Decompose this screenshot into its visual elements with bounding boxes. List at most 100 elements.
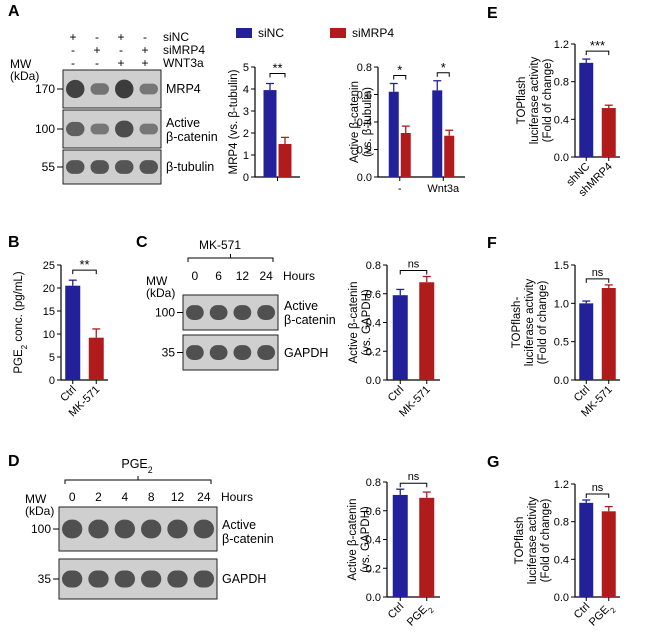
blot-band (209, 345, 228, 360)
y-tick-label: 1.2 (554, 39, 569, 51)
significance-bracket (393, 75, 407, 80)
bar (392, 494, 408, 597)
y-axis-label: PGE2 conc. (pg/mL) (13, 271, 29, 373)
treatment-bracket (64, 476, 212, 484)
treatment-sign: + (141, 56, 148, 70)
mw-marker: 35 (162, 346, 176, 360)
y-axis-label: luciferase activity (529, 56, 541, 144)
treatment-sign: - (119, 43, 123, 57)
treatment-sign: - (95, 56, 99, 70)
significance-label: ** (79, 257, 89, 272)
x-tick-label: PGE2 (587, 601, 617, 631)
significance-bracket (585, 493, 610, 499)
bar (432, 90, 443, 177)
treatment-sign: + (141, 43, 148, 57)
blot-row-label: β-catenin (284, 313, 336, 327)
lane-label: 0 (69, 490, 76, 504)
mw-title: (kDa) (146, 286, 175, 300)
y-axis-label: luciferase activity (527, 496, 539, 584)
y-tick-label: 0 (243, 172, 249, 184)
treatment-group-label: PGE2 (121, 457, 152, 475)
y-axis-label: TOPflash (516, 77, 528, 125)
y-tick-label: 0.6 (366, 289, 381, 301)
treatment-group-label: MK-571 (199, 238, 241, 252)
legend-label: siMRP4 (352, 26, 394, 40)
y-axis-label: MRP4 (vs. β-tubulin) (228, 69, 240, 174)
y-tick-label: 1.0 (554, 298, 569, 310)
y-tick-label: 0.8 (357, 62, 372, 74)
bar (392, 295, 408, 380)
blot-band (139, 83, 158, 95)
significance-bracket (436, 72, 450, 77)
blot-band (115, 79, 134, 99)
y-tick-label: 2 (243, 128, 249, 140)
mw-marker: 55 (42, 160, 56, 174)
x-tick-label: PGE2 (405, 601, 435, 631)
y-tick-label: 0.0 (554, 152, 569, 164)
blot-band (167, 570, 188, 588)
x-tick-label: Ctrl (386, 601, 407, 622)
y-tick-label: 0.8 (554, 77, 569, 89)
bar (65, 285, 81, 380)
lane-label: 6 (215, 269, 222, 283)
mw-title: (kDa) (25, 504, 54, 518)
bar (388, 91, 399, 177)
blot-row-label: β-catenin (222, 532, 274, 546)
lane-label: 24 (259, 269, 273, 283)
blot-band (66, 160, 85, 174)
lane-label: 24 (197, 490, 211, 504)
treatment-sign: + (93, 43, 100, 57)
lane-label: 2 (95, 490, 102, 504)
bar (263, 90, 277, 177)
y-axis-label: (Fold of change) (542, 58, 554, 142)
blot-band (88, 519, 109, 539)
blot-band (257, 345, 275, 360)
blot-band (139, 160, 158, 174)
significance-bracket (72, 269, 97, 275)
y-tick-label: 0.6 (366, 506, 381, 518)
legend-swatch (330, 28, 346, 38)
bar (419, 282, 435, 380)
blot-row (58, 506, 218, 552)
blot-band (209, 305, 228, 320)
y-tick-label: 0.8 (366, 477, 381, 489)
significance-bracket (585, 278, 610, 283)
y-tick-label: 0.2 (366, 346, 381, 358)
blot-band (233, 345, 252, 360)
y-tick-label: 0.4 (554, 114, 569, 126)
treatment-sign: + (117, 30, 124, 44)
y-tick-label: 20 (43, 283, 55, 295)
blot-band (115, 120, 134, 138)
bar (278, 144, 292, 177)
blot-row-label: GAPDH (284, 346, 328, 360)
bar (88, 337, 104, 380)
y-tick-label: 0.4 (357, 117, 372, 129)
significance-label: *** (590, 38, 605, 53)
bar (601, 511, 616, 597)
y-axis-label: Active β-catenin (349, 81, 361, 163)
blot-band (66, 79, 85, 99)
treatment-sign: - (71, 43, 75, 57)
lane-unit-label: Hours (283, 269, 315, 283)
treatment-label: WNT3a (163, 56, 204, 70)
mw-title: MW (10, 57, 32, 71)
mw-marker: 100 (155, 306, 175, 320)
blot-band (167, 519, 188, 539)
panel-letter-a: A (8, 3, 20, 20)
lane-label: 0 (192, 269, 199, 283)
y-axis-label: (vs. β-tubulin) (362, 87, 374, 157)
bar (400, 133, 411, 177)
blot-row-label: Active (284, 299, 318, 313)
y-tick-label: 0.5 (554, 337, 569, 349)
mw-title: MW (146, 274, 168, 288)
bar (579, 502, 594, 597)
significance-label: ns (408, 471, 420, 483)
blot-row-label: GAPDH (222, 572, 266, 586)
treatment-sign: - (71, 56, 75, 70)
mw-marker: 35 (38, 572, 52, 586)
y-tick-label: 0.4 (366, 318, 381, 330)
y-tick-label: 0.6 (357, 90, 372, 102)
x-tick-label: Wnt3a (427, 183, 460, 195)
y-tick-label: 0.8 (554, 517, 569, 529)
y-tick-label: 25 (43, 260, 55, 272)
